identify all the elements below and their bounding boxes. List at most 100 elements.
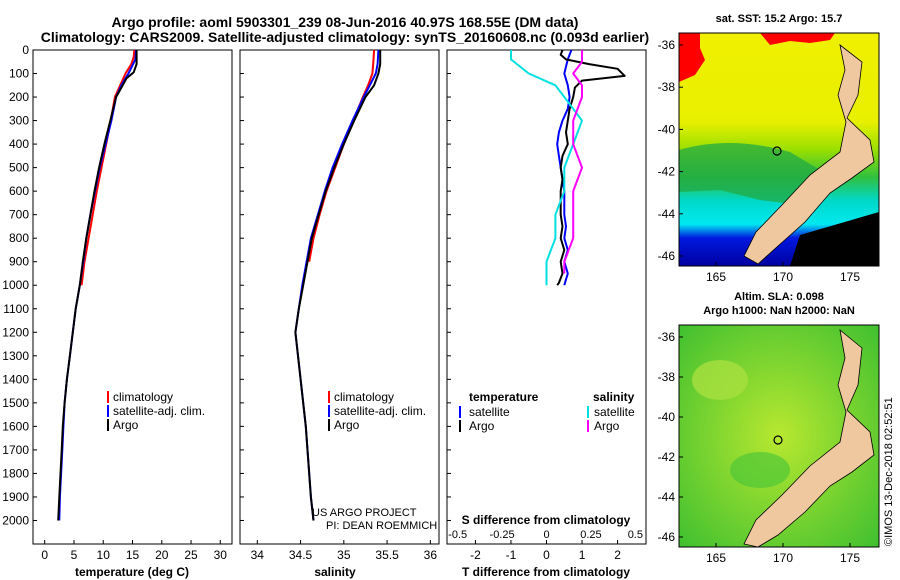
lat-tick-label: -46 bbox=[658, 530, 676, 544]
sla-map-ticks: -36 -38 -40 -42 -44 -46 165 170 175 bbox=[658, 330, 861, 565]
sst-map-ticks: -36 -38 -40 -42 -44 -46 165 170 175 bbox=[658, 38, 861, 284]
argo-location-marker bbox=[772, 146, 782, 156]
legend-climatology: climatology bbox=[113, 390, 173, 404]
x-tick-label: 35.5 bbox=[375, 548, 399, 562]
difference-xlabel: T difference from climatology bbox=[462, 565, 630, 579]
s-diff-tick-label: 0.5 bbox=[628, 529, 643, 541]
salinity-xlabel: salinity bbox=[314, 565, 356, 579]
y-tick-label: 400 bbox=[9, 137, 29, 151]
s-diff-tick-label: 0 bbox=[543, 529, 549, 541]
legend-satellite: satellite-adj. clim. bbox=[334, 404, 426, 418]
series-line-salinity-satellite bbox=[510, 50, 583, 286]
tick-layer: 0100200300400500600700800900100011001200… bbox=[2, 43, 643, 562]
x-tick-label: 0 bbox=[543, 548, 550, 562]
argo-location-marker bbox=[773, 435, 783, 445]
sst-map bbox=[679, 33, 879, 266]
sla-eddy-2 bbox=[730, 452, 790, 488]
y-tick-label: 1300 bbox=[2, 349, 29, 363]
profile-lines bbox=[57, 49, 626, 521]
temperature-xlabel: temperature (deg C) bbox=[75, 565, 189, 579]
lat-tick-label: -40 bbox=[658, 122, 676, 136]
legend-sal-argo: Argo bbox=[594, 419, 620, 433]
lat-tick-label: -36 bbox=[658, 38, 676, 52]
lat-tick-label: -36 bbox=[658, 330, 676, 344]
legend-argo: Argo bbox=[113, 418, 139, 432]
temperature-panel-frame bbox=[32, 49, 233, 545]
y-tick-label: 1700 bbox=[2, 443, 29, 457]
y-tick-label: 1000 bbox=[2, 278, 29, 292]
difference-legend: temperature satellite Argo salinity sate… bbox=[459, 390, 635, 433]
x-tick-label: -1 bbox=[506, 548, 517, 562]
sla-map-frame bbox=[678, 324, 880, 548]
salinity-legend: climatology satellite-adj. clim. Argo bbox=[328, 390, 426, 432]
x-tick-label: 20 bbox=[155, 548, 169, 562]
x-tick-label: 35 bbox=[337, 548, 351, 562]
lon-tick-label: 165 bbox=[706, 551, 726, 565]
lat-tick-label: -44 bbox=[658, 207, 676, 221]
legend-temp-argo: Argo bbox=[469, 419, 495, 433]
series-line-climatology bbox=[308, 49, 376, 262]
y-tick-label: 800 bbox=[9, 231, 29, 245]
imos-timestamp: ©IMOS 13-Dec-2018 02:52:51 bbox=[883, 397, 895, 546]
x-tick-label: 30 bbox=[214, 548, 228, 562]
lat-tick-label: -38 bbox=[658, 80, 676, 94]
y-tick-label: 0 bbox=[22, 43, 29, 57]
sla-map-title-1: Altim. SLA: 0.098 bbox=[734, 291, 824, 303]
x-tick-label: 15 bbox=[126, 548, 140, 562]
x-tick-label: -2 bbox=[470, 548, 481, 562]
y-tick-label: 700 bbox=[9, 208, 29, 222]
new-zealand-land bbox=[743, 44, 875, 265]
sla-map-title-2: Argo h1000: NaN h2000: NaN bbox=[703, 305, 855, 317]
legend-argo: Argo bbox=[334, 418, 360, 432]
lon-tick-label: 170 bbox=[773, 551, 793, 565]
y-tick-label: 900 bbox=[9, 255, 29, 269]
s-difference-label: S difference from climatology bbox=[462, 513, 631, 527]
title-line-2: Climatology: CARS2009. Satellite-adjuste… bbox=[41, 29, 649, 45]
series-line-temperature-argo bbox=[556, 49, 626, 286]
lat-tick-label: -38 bbox=[658, 370, 676, 384]
lat-tick-label: -46 bbox=[658, 249, 676, 263]
series-line-climatology bbox=[80, 49, 136, 286]
sst-warm-patch bbox=[679, 33, 705, 82]
lon-tick-label: 170 bbox=[773, 270, 793, 284]
x-tick-label: 0 bbox=[41, 548, 48, 562]
series-line-temperature-satellite bbox=[556, 49, 573, 286]
y-tick-label: 1800 bbox=[2, 466, 29, 480]
lat-tick-label: -44 bbox=[658, 490, 676, 504]
y-tick-label: 500 bbox=[9, 161, 29, 175]
sst-map-title: sat. SST: 15.2 Argo: 15.7 bbox=[716, 13, 843, 25]
pi-credit: PI: DEAN ROEMMICH bbox=[326, 520, 437, 532]
x-tick-label: 36 bbox=[424, 548, 438, 562]
legend-satellite: satellite-adj. clim. bbox=[113, 404, 205, 418]
x-tick-label: 2 bbox=[614, 548, 621, 562]
lon-tick-label: 175 bbox=[840, 270, 860, 284]
y-tick-label: 1900 bbox=[2, 490, 29, 504]
y-tick-label: 1400 bbox=[2, 372, 29, 386]
y-tick-label: 1100 bbox=[3, 302, 29, 316]
title-line-1: Argo profile: aoml 5903301_239 08-Jun-20… bbox=[112, 14, 579, 30]
x-tick-label: 10 bbox=[97, 548, 111, 562]
s-diff-tick-label: 0.25 bbox=[580, 529, 601, 541]
x-tick-label: 25 bbox=[184, 548, 198, 562]
sst-warm-patch-2 bbox=[760, 33, 835, 45]
sst-green-band bbox=[679, 142, 830, 205]
land-mask-south bbox=[790, 212, 879, 266]
new-zealand-land bbox=[743, 329, 875, 547]
y-tick-label: 1200 bbox=[2, 325, 29, 339]
difference-panel-frame bbox=[446, 49, 647, 545]
lon-tick-label: 175 bbox=[840, 551, 860, 565]
s-diff-tick-label: -0.25 bbox=[490, 529, 515, 541]
x-tick-label: 5 bbox=[71, 548, 78, 562]
sla-eddy bbox=[692, 360, 748, 400]
legend-sal-satellite: satellite bbox=[594, 405, 635, 419]
s-diff-tick-label: -0.5 bbox=[448, 529, 467, 541]
salinity-panel-frame bbox=[239, 49, 440, 545]
temperature-legend: climatology satellite-adj. clim. Argo bbox=[107, 390, 205, 432]
x-tick-label: 34 bbox=[251, 548, 265, 562]
lat-tick-label: -42 bbox=[658, 165, 676, 179]
legend-salinity-title: salinity bbox=[593, 390, 635, 404]
lat-tick-label: -40 bbox=[658, 410, 676, 424]
series-line-salinity-argo bbox=[563, 50, 583, 274]
legend-temp-satellite: satellite bbox=[469, 405, 510, 419]
